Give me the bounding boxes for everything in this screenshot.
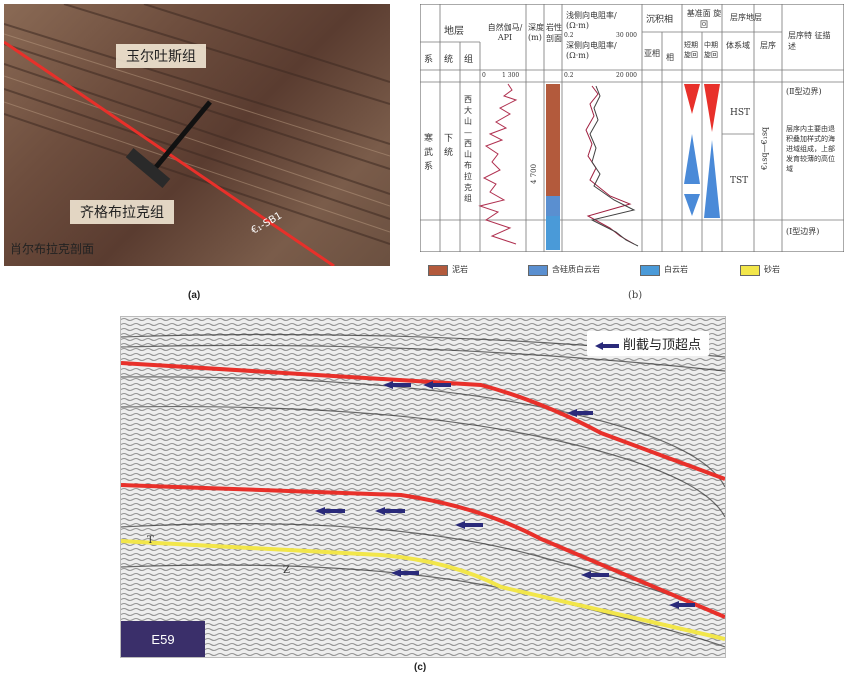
lithology-siliceous-dolomite: [546, 196, 560, 216]
header-depth: 深度 (m): [528, 23, 544, 42]
short-cycle-wedge: [684, 84, 700, 114]
red-horizon-upper: [121, 361, 725, 481]
legend-siliceous-dolomite-label: 含硅质白云岩: [552, 265, 600, 274]
header-system: 系: [424, 55, 434, 65]
seismic-legend-label: 削截与顶超点: [622, 338, 701, 353]
gamma-max: 1 300: [502, 72, 520, 79]
truncation-arrows: [315, 381, 695, 609]
lithology-mudstone: [546, 84, 560, 196]
sequence-description: 层序内主要由退积叠加样式的海进域组成，上部发育较薄的高位域: [786, 125, 835, 173]
header-sequence-strata: 层序地层: [730, 13, 762, 22]
marker-upper: T: [147, 535, 154, 546]
mid-cycle-wedge-blue: [704, 140, 720, 218]
stratigraphic-column: 地层 系 统 组 自然伽马/ API 0 1 300 深度 (m) 岩性 剖面 …: [419, 3, 845, 253]
formation-value: 西大山—西山布拉克组: [464, 95, 472, 203]
header-series: 统: [444, 55, 454, 65]
legend-sandstone-label: 砂岩: [764, 265, 780, 274]
truncation-arrow-icon: [594, 341, 619, 350]
legend-mudstone-label: 泥岩: [452, 265, 468, 274]
short-cycle-wedge-blue: [684, 134, 700, 184]
legend-sandstone: 砂岩: [740, 264, 780, 276]
gamma-min: 0: [482, 72, 486, 79]
header-facies-col: 相: [666, 53, 674, 62]
deep-max: 20 000: [616, 72, 637, 79]
header-systems-tract: 体系域: [726, 41, 750, 50]
resistivity-curve-deep: [589, 85, 639, 247]
header-short-cycle: 短期 旋回: [684, 41, 698, 59]
header-gamma: 自然伽马/ API: [487, 23, 523, 42]
boundary-top: (Ⅱ型边界): [786, 87, 822, 96]
hst-label: HST: [730, 108, 751, 118]
seismic-legend: 削截与顶超点: [586, 331, 709, 356]
system-value: 寒武系: [424, 134, 434, 172]
caption-c: (c): [414, 662, 427, 673]
header-base-level: 基准面 旋回: [686, 9, 722, 29]
red-horizon-lower: [121, 483, 725, 619]
section-name: 肖尔布拉克剖面: [10, 242, 95, 256]
header-features: 层序特 征描述: [788, 31, 831, 51]
lithology-dolomite: [546, 216, 560, 250]
siliceous-dolomite-swatch: [528, 264, 548, 276]
dolomite-swatch: [640, 264, 660, 276]
sandstone-swatch: [740, 264, 760, 276]
seismic-section: T Z 削截与顶超点 E59: [120, 316, 726, 658]
seismic-reflections: T Z: [121, 317, 725, 657]
seismic-line-id: E59: [121, 621, 205, 657]
header-facies: 沉积相: [646, 15, 674, 25]
upper-formation-label: 玉尔吐斯组: [116, 44, 206, 68]
gamma-curve: [478, 83, 518, 245]
header-lithology: 岩性 剖面: [546, 23, 562, 43]
hammer-icon: [125, 100, 212, 189]
series-value: 下统: [444, 134, 454, 158]
outcrop-strata: [4, 4, 390, 266]
short-cycle-wedge-blue-lower: [684, 194, 700, 216]
legend-dolomite-label: 白云岩: [664, 265, 688, 274]
tst-label: TST: [730, 176, 749, 186]
legend-siliceous-dolomite: 含硅质白云岩: [528, 264, 600, 276]
header-sequence: 层序: [760, 41, 776, 50]
caption-a: (a): [188, 290, 201, 301]
sequence-value: €₁sq—€₁sq: [760, 126, 769, 170]
header-formation: 组: [464, 55, 474, 65]
lower-formation-label: 齐格布拉克组: [70, 200, 174, 224]
mid-cycle-wedge: [704, 84, 720, 132]
res-min-shallow: 0.2: [564, 32, 574, 39]
mudstone-swatch: [428, 264, 448, 276]
depth-value: 4 700: [530, 163, 538, 184]
header-subfacies: 亚相: [644, 49, 660, 58]
legend-mudstone: 泥岩: [428, 264, 468, 276]
caption-b: (b): [628, 290, 643, 301]
legend-dolomite: 白云岩: [640, 264, 688, 276]
column-grid: [419, 3, 845, 253]
shallow-max: 30 000: [616, 32, 637, 39]
header-shallow-res: 浅侧向电阻率/ (Ω·m): [566, 11, 617, 30]
header-mid-cycle: 中期 旋回: [704, 41, 718, 59]
outcrop-photo: 玉尔吐斯组 齐格布拉克组 肖尔布拉克剖面 €₁-SB1: [4, 4, 390, 266]
header-deep-res: 深侧向电阻率/ (Ω·m): [566, 41, 617, 60]
boundary-bottom: (Ⅰ型边界): [786, 227, 820, 236]
yellow-horizon: [121, 539, 725, 641]
marker-lower: Z: [283, 565, 290, 576]
header-strata: 地层: [444, 26, 464, 37]
res-min-deep: 0.2: [564, 72, 574, 79]
